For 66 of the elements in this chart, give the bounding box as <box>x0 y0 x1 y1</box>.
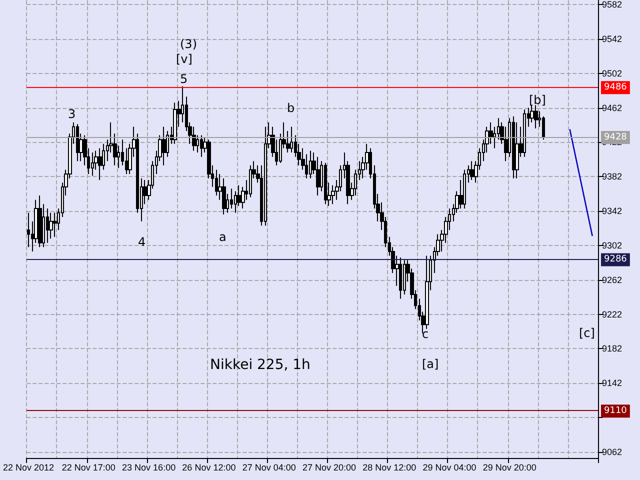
x-tick-label: 26 Nov 12:00 <box>182 462 236 472</box>
y-tick-label: 9342 <box>602 206 622 216</box>
x-tick-label: 27 Nov 04:00 <box>242 462 296 472</box>
candlestick <box>91 152 94 176</box>
x-tick-label: 28 Nov 12:00 <box>362 462 416 472</box>
ref-line-label: 9110 <box>604 406 628 416</box>
candlestick <box>162 126 166 166</box>
ref-line-label: 9286 <box>604 254 628 265</box>
annotation: (3) <box>180 37 197 51</box>
candlestick <box>215 169 218 196</box>
x-tick-label: 22 Nov 2012 <box>2 462 54 472</box>
candlestick <box>316 156 320 196</box>
candlestick <box>173 102 177 144</box>
y-tick-label: 9062 <box>602 446 622 457</box>
candlestick <box>264 126 267 226</box>
annotation: [a] <box>422 357 439 371</box>
candlestick <box>470 160 474 181</box>
x-tick-label: 29 Nov 20:00 <box>482 462 536 472</box>
y-tick-label: 9302 <box>602 240 622 250</box>
candlestick <box>463 169 466 209</box>
candlestick <box>222 178 226 215</box>
y-tick-label: 9182 <box>602 344 622 354</box>
x-tick-label: 27 Nov 20:00 <box>302 462 356 472</box>
candlestick <box>534 104 538 129</box>
ref-line-label: 9486 <box>604 82 628 93</box>
annotation: [v] <box>176 52 192 66</box>
annotation: 4 <box>138 235 146 249</box>
candlestick <box>399 256 402 300</box>
candlestick <box>46 208 49 244</box>
candlestick <box>425 255 429 330</box>
y-tick-label: 9382 <box>602 172 622 182</box>
annotation: [c] <box>578 326 595 340</box>
y-tick-label: 9582 <box>602 0 622 10</box>
candlestick <box>200 134 203 158</box>
annotation: Nikkei 225, 1h <box>210 357 310 373</box>
candlestick <box>309 150 312 179</box>
candlestick <box>49 212 53 240</box>
candlestick <box>76 124 79 162</box>
y-tick-label: 9502 <box>602 68 622 78</box>
candlestick <box>98 148 102 181</box>
x-tick-label: 23 Nov 16:00 <box>122 462 176 472</box>
annotation: 3 <box>68 107 76 121</box>
candlestick <box>230 188 233 209</box>
y-tick-label: 9222 <box>602 309 622 320</box>
candlestick <box>290 126 293 154</box>
candlestick <box>523 108 526 158</box>
annotation: 5 <box>180 72 188 86</box>
candlestick <box>53 212 57 238</box>
y-tick-label: 9542 <box>602 34 622 44</box>
annotation: [b] <box>529 93 546 107</box>
y-tick-label: 9262 <box>602 274 622 285</box>
candlestick <box>249 164 252 198</box>
candlestick <box>38 195 42 248</box>
candlestick <box>512 116 515 179</box>
annotation: a <box>218 230 226 244</box>
y-tick-label: 9142 <box>602 378 622 388</box>
candlestick <box>403 260 406 295</box>
candlestick <box>324 162 327 205</box>
x-tick-label: 29 Nov 04:00 <box>422 462 476 472</box>
ref-line-label: 9428 <box>604 132 628 143</box>
annotation: c <box>422 327 429 341</box>
annotation: b <box>286 101 295 115</box>
candlestick <box>192 126 196 152</box>
x-tick-label: 22 Nov 17:00 <box>62 462 116 472</box>
candlestick <box>27 212 30 248</box>
y-tick-label: 9462 <box>602 102 622 113</box>
